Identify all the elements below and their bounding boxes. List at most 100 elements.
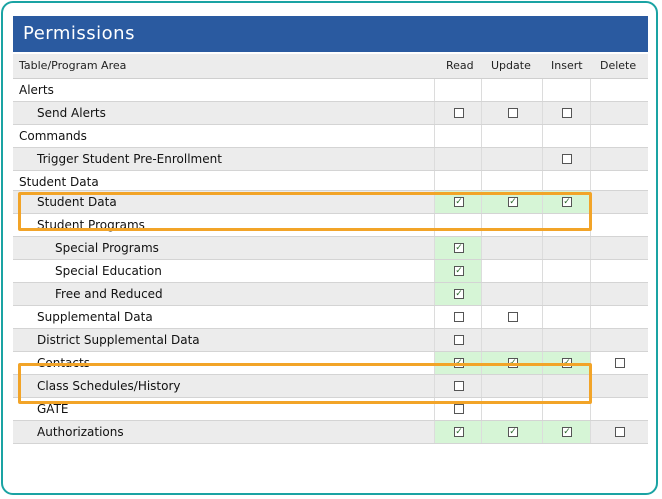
cell-delete [590, 329, 649, 351]
insert-checkbox[interactable]: ✓ [562, 197, 572, 207]
col-insert: Insert [551, 59, 583, 72]
highlight-student-data [18, 192, 592, 231]
update-checkbox[interactable] [508, 312, 518, 322]
table-row: Commands [13, 125, 648, 148]
cell-insert [542, 171, 591, 193]
cell-delete [590, 398, 649, 420]
row-label: Special Programs [55, 241, 159, 255]
read-checkbox[interactable]: ✓ [454, 289, 464, 299]
insert-checkbox[interactable]: ✓ [562, 427, 572, 437]
row-label: District Supplemental Data [37, 333, 200, 347]
cell-delete [590, 171, 649, 193]
cell-read [434, 125, 482, 147]
cell-insert [542, 214, 591, 236]
read-checkbox[interactable] [454, 108, 464, 118]
row-label: Authorizations [37, 425, 124, 439]
cell-insert: ✓ [542, 191, 591, 213]
cell-read [434, 329, 482, 351]
cell-read: ✓ [434, 421, 482, 443]
cell-delete [590, 237, 649, 259]
update-checkbox[interactable]: ✓ [508, 427, 518, 437]
col-delete: Delete [600, 59, 637, 72]
read-checkbox[interactable] [454, 381, 464, 391]
insert-checkbox[interactable] [562, 108, 572, 118]
update-checkbox[interactable]: ✓ [508, 197, 518, 207]
cell-read [434, 102, 482, 124]
table-row: Student Data [13, 171, 649, 193]
row-label: Supplemental Data [37, 310, 153, 324]
read-checkbox[interactable] [454, 335, 464, 345]
table-row: Student Data ✓ ✓ ✓ [13, 191, 648, 214]
table-row: Special Programs ✓ [13, 237, 648, 260]
table-row: Free and Reduced ✓ [13, 283, 648, 306]
read-checkbox[interactable] [454, 312, 464, 322]
cell-read: ✓ [434, 283, 482, 305]
row-label: Free and Reduced [55, 287, 163, 301]
cell-update [481, 79, 543, 101]
table-row: Send Alerts [13, 102, 648, 125]
row-label: Student Data [37, 195, 117, 209]
read-checkbox[interactable]: ✓ [454, 427, 464, 437]
cell-insert [542, 237, 591, 259]
cell-read [434, 306, 482, 328]
cell-update [481, 171, 543, 193]
row-label: Special Education [55, 264, 162, 278]
row-label: Trigger Student Pre-Enrollment [37, 152, 222, 166]
cell-delete [590, 421, 649, 443]
panel-title: Permissions [13, 16, 648, 52]
table-row: Authorizations ✓ ✓ ✓ [13, 421, 648, 444]
cell-read: ✓ [434, 237, 482, 259]
table-row: Supplemental Data [13, 306, 648, 329]
cell-read: ✓ [434, 260, 482, 282]
update-checkbox[interactable] [508, 108, 518, 118]
cell-update [481, 260, 543, 282]
delete-checkbox[interactable] [615, 427, 625, 437]
read-checkbox[interactable]: ✓ [454, 197, 464, 207]
cell-delete [590, 214, 649, 236]
cell-read [434, 398, 482, 420]
table-row: Special Education ✓ [13, 260, 648, 283]
cell-update: ✓ [481, 191, 543, 213]
cell-update [481, 125, 543, 147]
table-row: Class Schedules/History [13, 375, 648, 398]
col-update: Update [491, 59, 531, 72]
cell-update: ✓ [481, 421, 543, 443]
cell-update [481, 283, 543, 305]
read-checkbox[interactable]: ✓ [454, 266, 464, 276]
cell-delete [590, 306, 649, 328]
cell-update [481, 237, 543, 259]
delete-checkbox[interactable] [615, 358, 625, 368]
cell-delete [590, 260, 649, 282]
read-checkbox[interactable]: ✓ [454, 243, 464, 253]
cell-delete [590, 283, 649, 305]
table-header: Table/Program Area Read Update Insert De… [13, 54, 648, 79]
row-label: Student Data [19, 175, 99, 189]
table-row: District Supplemental Data [13, 329, 648, 352]
row-label: Class Schedules/History [37, 379, 181, 393]
cell-read [434, 148, 482, 170]
cell-insert [542, 283, 591, 305]
cell-insert [542, 79, 591, 101]
col-read: Read [446, 59, 474, 72]
cell-delete [590, 352, 649, 374]
row-label: GATE [37, 402, 69, 416]
cell-insert [542, 329, 591, 351]
cell-insert [542, 102, 591, 124]
cell-read [434, 375, 482, 397]
read-checkbox[interactable] [454, 404, 464, 414]
cell-insert [542, 125, 591, 147]
cell-insert [542, 148, 591, 170]
cell-delete [590, 102, 649, 124]
permissions-table: Table/Program Area Read Update Insert De… [13, 54, 648, 444]
cell-update [481, 148, 543, 170]
cell-read [434, 214, 482, 236]
cell-insert [542, 306, 591, 328]
cell-delete [590, 79, 649, 101]
cell-read [434, 171, 482, 193]
insert-checkbox[interactable] [562, 154, 572, 164]
cell-update [481, 102, 543, 124]
cell-update [481, 214, 543, 236]
cell-read [434, 79, 482, 101]
cell-delete [590, 191, 649, 213]
